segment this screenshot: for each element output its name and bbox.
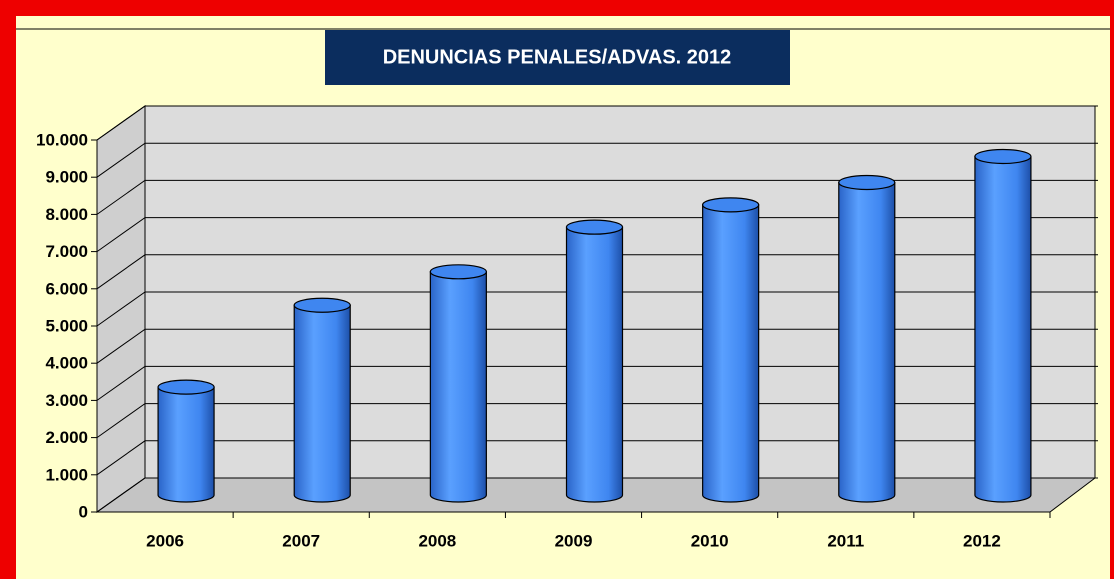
grid-line: [96, 477, 1098, 513]
bar-top: [293, 297, 351, 313]
title-box: [325, 30, 790, 85]
grid-line: [96, 440, 1098, 476]
bar-body: [293, 304, 351, 503]
grid-line: [96, 403, 1098, 439]
y-tick-label: 4.000: [45, 354, 88, 373]
y-tick-label: 8.000: [45, 205, 88, 224]
bar-top: [838, 174, 896, 191]
frame-left: [0, 0, 16, 579]
bar: [429, 264, 487, 503]
y-tick-label: 6.000: [45, 279, 88, 298]
frame-right: [1110, 0, 1114, 579]
y-tick-label: 1.000: [45, 465, 88, 484]
frame-top: [0, 0, 1114, 16]
x-tick-label: 2010: [691, 531, 729, 550]
x-tick-label: 2006: [146, 531, 184, 550]
x-tick-label: 2012: [963, 531, 1001, 550]
bar-body: [702, 204, 760, 503]
bar-body: [157, 386, 215, 503]
chart-title: DENUNCIAS PENALES/ADVAS. 2012: [383, 46, 732, 68]
y-tick-label: 7.000: [45, 242, 88, 261]
x-tick-label: 2011: [827, 531, 864, 550]
x-tick-label: 2007: [282, 531, 320, 550]
bar-top: [429, 264, 487, 280]
bar-top: [565, 219, 624, 235]
bar-body: [565, 226, 624, 503]
grid-line: [96, 142, 1098, 178]
y-tick-label: 2.000: [45, 428, 88, 447]
y-tick-label: 3.000: [45, 391, 88, 410]
bar-body: [838, 181, 896, 503]
grid-line: [96, 217, 1098, 253]
bar-top: [702, 197, 760, 213]
y-tick-label: 10.000: [36, 130, 88, 149]
bar-body: [429, 271, 487, 503]
grid-line: [96, 328, 1098, 364]
bar: [974, 148, 1032, 503]
grid: [96, 105, 1098, 513]
grid-line: [96, 365, 1098, 401]
grid-line: [96, 179, 1098, 215]
bar: [565, 219, 624, 503]
bar-top: [974, 148, 1032, 165]
bar: [702, 197, 760, 503]
y-tick-label: 9.000: [45, 168, 88, 187]
x-tick-label: 2008: [418, 531, 456, 550]
bar-top: [157, 379, 215, 395]
bar: [293, 297, 351, 503]
x-tick-label: 2009: [555, 531, 593, 550]
y-tick-label: 5.000: [45, 316, 88, 335]
bar-body: [974, 155, 1032, 503]
bars: [157, 148, 1032, 503]
y-tick-label: 0: [79, 502, 88, 521]
grid-line: [96, 291, 1098, 327]
grid-line: [96, 105, 1098, 141]
grid-line: [96, 254, 1098, 290]
bar: [838, 174, 896, 503]
bar: [157, 379, 215, 503]
